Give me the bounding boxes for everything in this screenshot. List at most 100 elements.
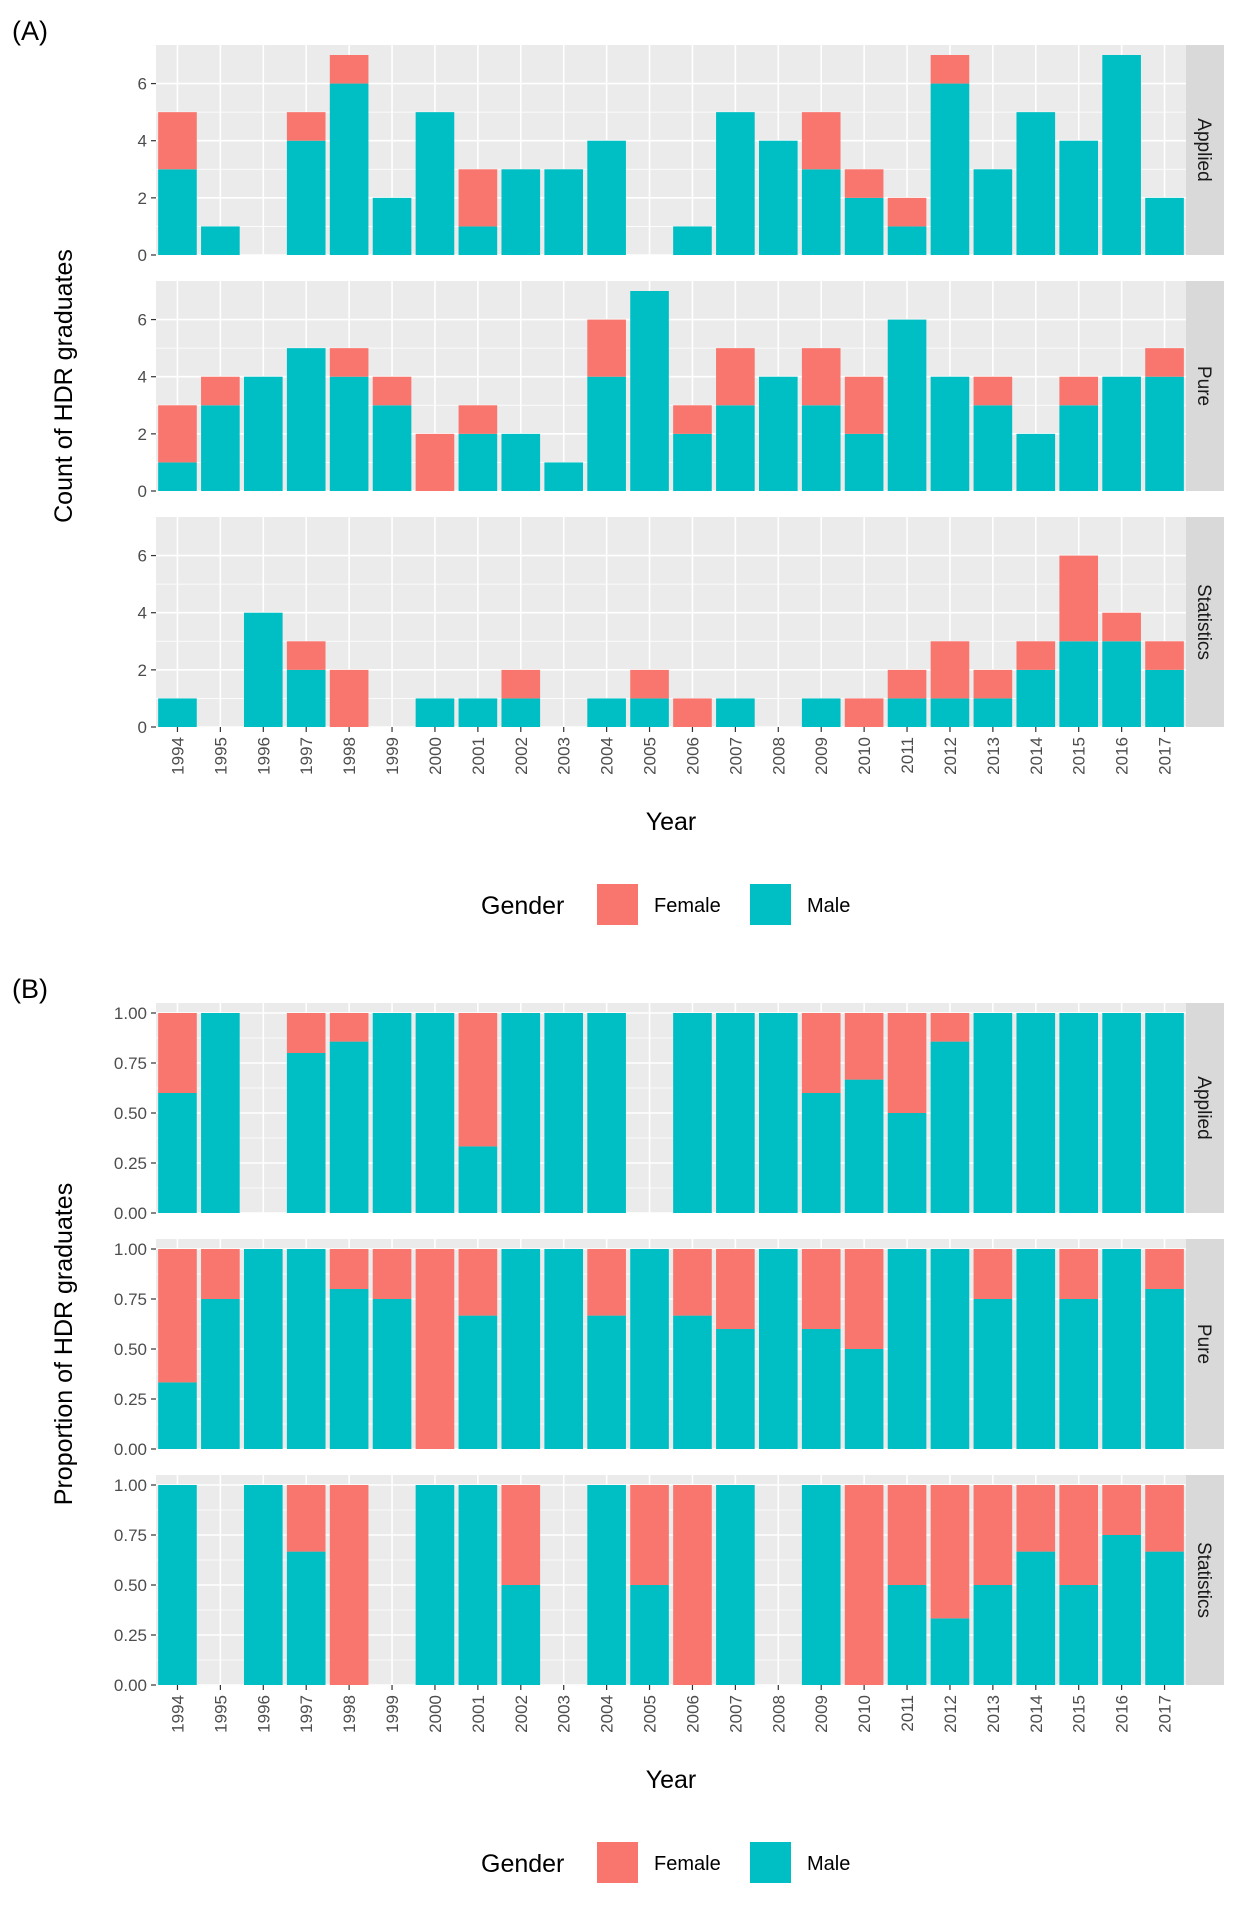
bar-male xyxy=(844,197,884,255)
legend-title: Gender xyxy=(481,892,564,920)
bar-male xyxy=(458,226,498,255)
x-tick-label: 1994 xyxy=(168,1695,187,1733)
bar-male xyxy=(844,433,884,491)
bar-male xyxy=(329,1041,369,1213)
bar-male xyxy=(887,1113,927,1213)
y-tick-label: 0.50 xyxy=(114,1340,147,1359)
legend-title: Gender xyxy=(481,1850,564,1878)
bar-female xyxy=(286,1013,326,1053)
x-tick-label: 1995 xyxy=(211,1695,230,1733)
bar-male xyxy=(716,698,755,727)
y-tick-label: 0.00 xyxy=(114,1676,147,1695)
bar-male xyxy=(930,83,970,255)
panel-background xyxy=(156,281,1186,491)
facet-strip xyxy=(1186,517,1224,727)
bar-male xyxy=(544,462,584,491)
bar-male xyxy=(1102,376,1141,491)
bar-male xyxy=(758,1249,798,1449)
y-tick-label: 0.00 xyxy=(114,1204,147,1223)
bar-male xyxy=(501,1013,541,1213)
bar-female xyxy=(501,669,541,699)
bar-female xyxy=(887,669,927,699)
x-tick-label: 2013 xyxy=(984,737,1003,775)
bar-female xyxy=(1145,1249,1184,1289)
bar-male xyxy=(887,319,927,491)
bar-male xyxy=(930,376,970,491)
bar-male xyxy=(286,140,326,255)
bar-female xyxy=(716,348,755,406)
bar-male xyxy=(1102,1013,1141,1213)
y-tick-label: 0 xyxy=(138,246,147,265)
panel-background xyxy=(156,45,1186,255)
x-tick-label: 2017 xyxy=(1156,1695,1175,1733)
bar-male xyxy=(372,405,412,491)
x-tick-label: 2013 xyxy=(984,1695,1003,1733)
bar-female xyxy=(201,1249,240,1299)
bar-female xyxy=(329,348,369,377)
bar-male xyxy=(201,405,240,491)
bar-male xyxy=(1016,433,1056,491)
bar-female xyxy=(329,669,369,727)
y-axis-title: Proportion of HDR graduates xyxy=(50,1183,78,1505)
x-tick-label: 2002 xyxy=(512,1695,531,1733)
x-tick-label: 2001 xyxy=(469,1695,488,1733)
y-tick-label: 1.00 xyxy=(114,1004,147,1023)
facet-statistics: 0.00 0.25 0.50 0.75 1.00 Statistics xyxy=(114,1475,1224,1695)
x-tick-label: 2004 xyxy=(598,737,617,775)
bar-male xyxy=(1016,112,1056,256)
facet-pure: 0 2 4 6 Pure xyxy=(138,281,1224,501)
x-tick-label: 1996 xyxy=(254,1695,273,1733)
bar-male xyxy=(1145,669,1184,727)
x-tick-label: 2003 xyxy=(555,737,574,775)
x-tick-label: 2014 xyxy=(1027,737,1046,775)
y-tick-label: 0.25 xyxy=(114,1626,147,1645)
facet-strip-label: Pure xyxy=(1193,1324,1214,1364)
x-tick-label: 2000 xyxy=(426,737,445,775)
bar-male xyxy=(1102,55,1141,255)
bar-male xyxy=(458,433,498,491)
bar-male xyxy=(930,698,970,727)
bar-male xyxy=(758,140,798,255)
bar-male xyxy=(1059,1299,1099,1449)
bar-female xyxy=(930,1485,970,1619)
bar-male xyxy=(1102,641,1141,727)
bar-male xyxy=(716,112,755,256)
x-tick-label: 2015 xyxy=(1070,737,1089,775)
bar-female xyxy=(372,376,412,406)
legend-swatch-female xyxy=(597,884,638,925)
bar-male xyxy=(1059,1585,1099,1685)
bar-female xyxy=(673,1249,712,1316)
bar-female xyxy=(158,405,197,463)
bar-male xyxy=(801,169,841,255)
legend-label-male: Male xyxy=(807,1853,850,1875)
bar-male xyxy=(630,291,669,491)
facet-strip xyxy=(1186,45,1224,255)
bar-male xyxy=(587,1315,626,1449)
bar-male xyxy=(286,348,326,491)
bar-male xyxy=(801,698,841,727)
x-tick-label: 2017 xyxy=(1156,737,1175,775)
x-tick-label: 2008 xyxy=(769,737,788,775)
panel-tag: (B) xyxy=(12,974,48,1004)
bar-female xyxy=(887,1485,927,1585)
bar-male xyxy=(716,405,755,491)
bar-male xyxy=(544,169,584,255)
legend-swatch-female xyxy=(597,1842,638,1883)
x-tick-label: 1999 xyxy=(383,737,402,775)
x-tick-label: 2014 xyxy=(1027,1695,1046,1733)
bar-male xyxy=(372,197,412,255)
bar-female xyxy=(1059,1485,1099,1585)
chart-b: (B)0.000.250.500.751.00Applied0.000.250.… xyxy=(12,974,1224,1883)
x-tick-label: 1999 xyxy=(383,1695,402,1733)
y-axis-title: Count of HDR graduates xyxy=(50,249,78,523)
bar-female xyxy=(1016,641,1056,670)
y-tick-label: 2 xyxy=(138,189,147,208)
facet-strip xyxy=(1186,1475,1224,1685)
x-tick-label: 2015 xyxy=(1070,1695,1089,1733)
y-tick-label: 0.75 xyxy=(114,1290,147,1309)
y-tick-label: 0 xyxy=(138,718,147,737)
facet-strip xyxy=(1186,1003,1224,1213)
x-tick-label: 2011 xyxy=(898,1695,917,1732)
bar-male xyxy=(1102,1535,1141,1685)
bar-male xyxy=(458,1315,498,1449)
